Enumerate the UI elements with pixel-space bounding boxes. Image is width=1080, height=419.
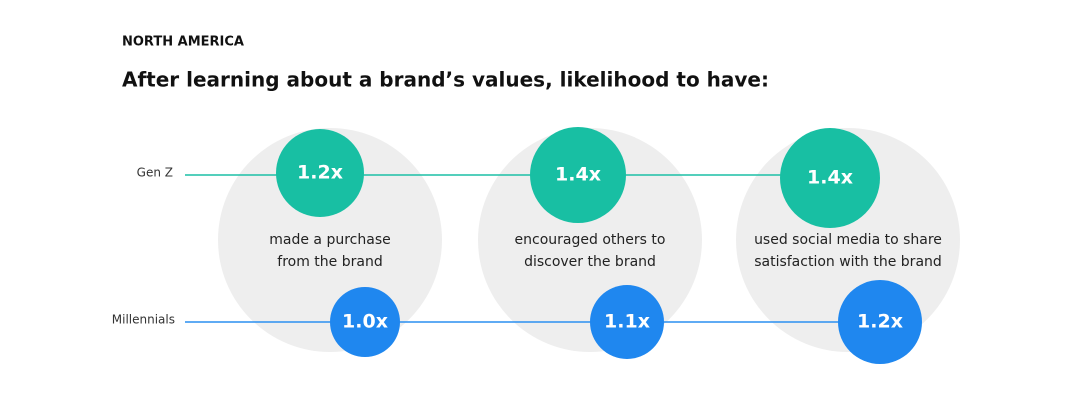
row-label: Millennials	[112, 313, 175, 327]
region: NORTH AMERICA	[122, 35, 244, 50]
group-label: discover the brand	[524, 254, 656, 270]
group-label: encouraged others to	[515, 232, 666, 248]
gen-z-bubble	[276, 129, 364, 217]
millennials-value: 1.0x	[342, 311, 388, 333]
group-label: from the brand	[277, 254, 382, 270]
title: After learning about a brand’s values, l…	[122, 68, 769, 92]
row-label: Gen Z	[137, 166, 173, 180]
group-label: used social media to share	[754, 232, 942, 248]
gen-z-value: 1.4x	[807, 167, 853, 189]
gen-z-bubble	[780, 128, 880, 228]
millennials-value: 1.2x	[857, 311, 903, 333]
group-label: satisfaction with the brand	[754, 254, 942, 270]
millennials-bubble	[590, 285, 664, 359]
millennials-bubble	[330, 287, 400, 357]
millennials-bubble	[838, 280, 922, 364]
gen-z-bubble	[530, 127, 626, 223]
gen-z-value: 1.4x	[555, 164, 601, 186]
millennials-value: 1.1x	[604, 311, 650, 333]
gen-z-value: 1.2x	[297, 162, 343, 184]
group-label: made a purchase	[269, 232, 390, 248]
